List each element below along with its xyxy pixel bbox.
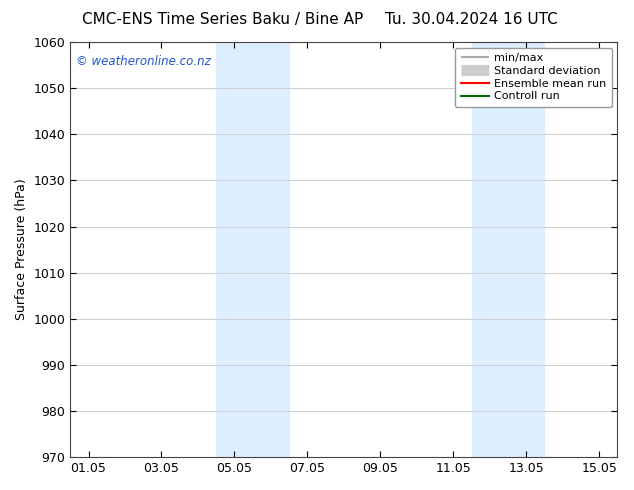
Text: © weatheronline.co.nz: © weatheronline.co.nz [76,54,210,68]
Bar [472,42,545,457]
Y-axis label: Surface Pressure (hPa): Surface Pressure (hPa) [15,179,28,320]
Text: Tu. 30.04.2024 16 UTC: Tu. 30.04.2024 16 UTC [385,12,558,27]
Text: CMC-ENS Time Series Baku / Bine AP: CMC-ENS Time Series Baku / Bine AP [82,12,364,27]
Bar [216,42,289,457]
Legend: min/max, Standard deviation, Ensemble mean run, Controll run: min/max, Standard deviation, Ensemble me… [455,48,612,107]
